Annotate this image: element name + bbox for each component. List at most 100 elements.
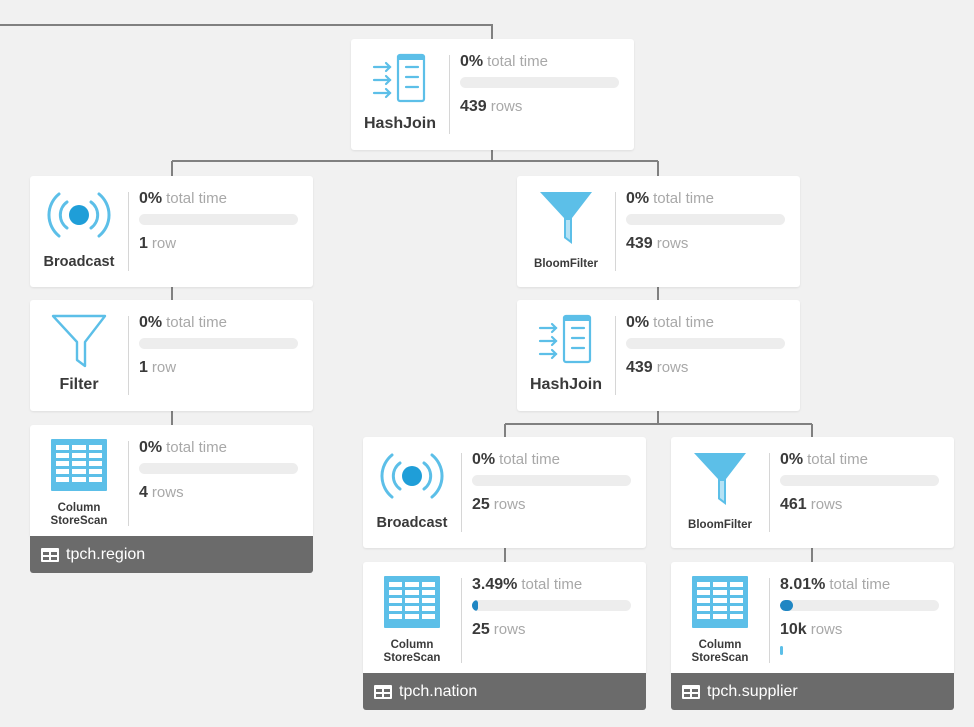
rows-value: 439 (460, 98, 487, 115)
operator-label: Column StoreScan (30, 502, 128, 528)
columnstore-scan-icon (384, 576, 440, 628)
time-unit: total time (521, 576, 583, 593)
time-value: 0% (780, 451, 804, 468)
time-progress-fill (472, 600, 478, 611)
time-unit: total time (487, 53, 548, 70)
node-scan-region[interactable]: Column StoreScan 0% total time 4 rows (30, 425, 313, 536)
operator-label-line2: StoreScan (383, 652, 441, 664)
edge-root-hashjoin (0, 24, 493, 39)
rows-unit: row (151, 235, 177, 252)
rows-value: 439 (626, 235, 653, 252)
time-value: 0% (139, 439, 163, 456)
time-unit: total time (499, 451, 560, 468)
node-scan-nation[interactable]: Column StoreScan 3.49% total time 25 rows (363, 562, 646, 673)
time-progress-bar (780, 600, 939, 611)
table-name: tpch.nation (399, 682, 478, 700)
rows-value: 439 (626, 359, 653, 376)
rows-unit: rows (810, 621, 843, 638)
rows-unit: rows (810, 496, 843, 513)
rows-unit: rows (656, 235, 689, 252)
bloom-filter-icon (540, 192, 592, 244)
rows-unit: rows (493, 496, 526, 513)
time-progress-bar (780, 475, 939, 486)
rows-unit: rows (490, 98, 523, 115)
time-progress-bar (139, 463, 298, 474)
time-unit: total time (807, 451, 868, 468)
operator-label: Filter (59, 376, 99, 393)
operator-label-line1: Column (698, 639, 742, 651)
node-filter-left[interactable]: Filter 0% total time 1 row (30, 300, 313, 411)
table-label-region[interactable]: tpch.region (30, 536, 313, 573)
table-name: tpch.region (66, 545, 146, 563)
time-value: 0% (139, 314, 163, 331)
rows-value: 461 (780, 496, 807, 513)
table-icon (41, 547, 59, 562)
node-broadcast-nation[interactable]: Broadcast 0% total time 25 rows (363, 437, 646, 548)
filter-icon (51, 314, 107, 368)
time-value: 0% (139, 190, 163, 207)
columnstore-scan-icon (692, 576, 748, 628)
operator-label: HashJoin (529, 376, 602, 393)
node-bloom-supplier[interactable]: BloomFilter 0% total time 461 rows (671, 437, 954, 548)
operator-label-line1: Column (390, 639, 434, 651)
broadcast-icon (380, 453, 444, 499)
operator-label: Column StoreScan (671, 639, 769, 665)
time-progress-bar (472, 600, 631, 611)
rows-value: 25 (472, 621, 490, 638)
time-progress-bar (139, 214, 298, 225)
node-scan-supplier[interactable]: Column StoreScan 8.01% total time 10k rows (671, 562, 954, 673)
time-unit: total time (166, 190, 227, 207)
scroll-indicator (780, 646, 783, 655)
columnstore-scan-icon (51, 439, 107, 491)
bloom-filter-icon (694, 453, 746, 505)
time-unit: total time (166, 314, 227, 331)
node-hashjoin-mid[interactable]: HashJoin 0% total time 439 rows (517, 300, 800, 411)
operator-label: Column StoreScan (363, 639, 461, 665)
time-unit: total time (653, 190, 714, 207)
time-progress-fill (780, 600, 793, 611)
operator-label: BloomFilter (688, 518, 752, 531)
time-progress-bar (460, 77, 619, 88)
operator-label: BloomFilter (534, 257, 598, 270)
rows-value: 1 (139, 235, 148, 252)
broadcast-icon (47, 192, 111, 238)
rows-value: 25 (472, 496, 490, 513)
hash-join-icon (538, 314, 592, 364)
operator-label: Broadcast (376, 514, 448, 531)
operator-label-line2: StoreScan (691, 652, 749, 664)
rows-value: 4 (139, 484, 148, 501)
table-icon (374, 684, 392, 699)
time-progress-bar (626, 214, 785, 225)
operator-label: Broadcast (43, 253, 115, 270)
operator-label-line1: Column (57, 502, 101, 514)
rows-unit: rows (151, 484, 184, 501)
operator-label-line2: StoreScan (50, 515, 108, 527)
time-unit: total time (829, 576, 891, 593)
operator-label: HashJoin (363, 115, 436, 132)
time-unit: total time (653, 314, 714, 331)
node-bloom-right[interactable]: BloomFilter 0% total time 439 rows (517, 176, 800, 287)
rows-value: 1 (139, 359, 148, 376)
node-hashjoin-top[interactable]: HashJoin 0% total time 439 rows (351, 39, 634, 150)
time-progress-bar (472, 475, 631, 486)
table-label-supplier[interactable]: tpch.supplier (671, 673, 954, 710)
time-progress-bar (626, 338, 785, 349)
rows-unit: rows (656, 359, 689, 376)
time-progress-bar (139, 338, 298, 349)
hash-join-icon (372, 53, 426, 103)
table-label-nation[interactable]: tpch.nation (363, 673, 646, 710)
rows-unit: rows (493, 621, 526, 638)
time-value: 0% (626, 314, 650, 331)
time-value: 0% (472, 451, 496, 468)
rows-value: 10k (780, 621, 807, 638)
rows-unit: row (151, 359, 177, 376)
table-name: tpch.supplier (707, 682, 798, 700)
time-value: 8.01% (780, 576, 826, 593)
node-broadcast-left[interactable]: Broadcast 0% total time 1 row (30, 176, 313, 287)
time-unit: total time (166, 439, 227, 456)
time-value: 3.49% (472, 576, 518, 593)
table-icon (682, 684, 700, 699)
time-value: 0% (626, 190, 650, 207)
time-value: 0% (460, 53, 484, 70)
